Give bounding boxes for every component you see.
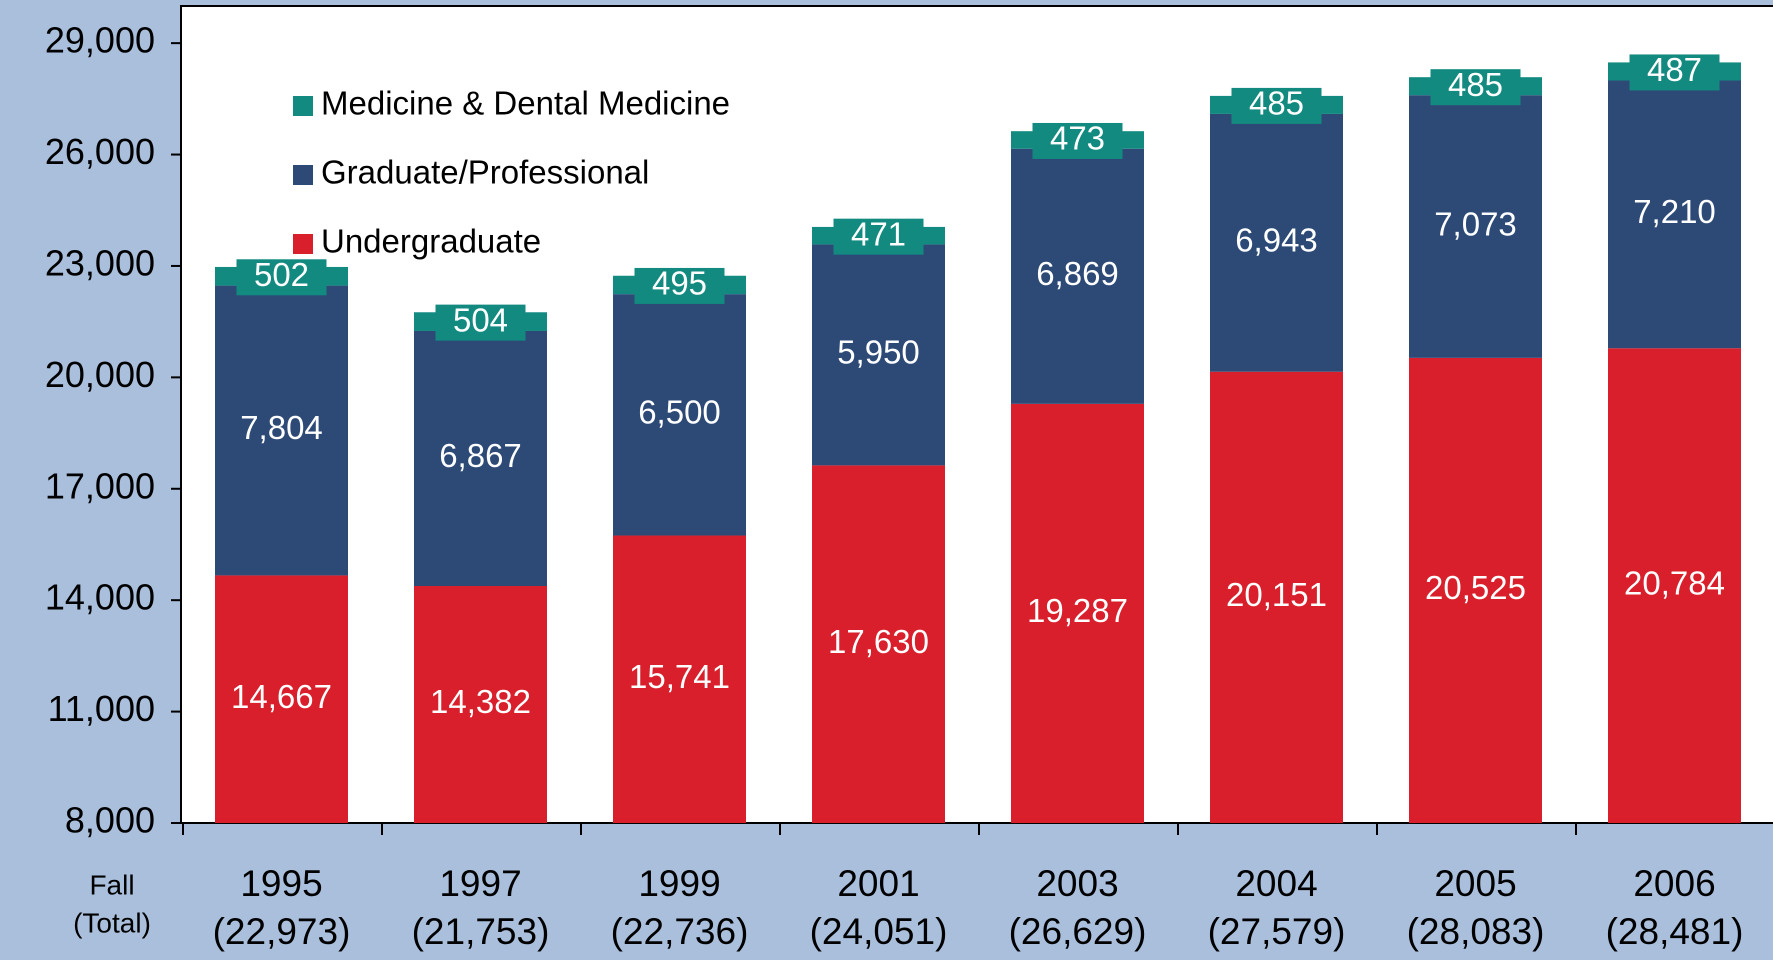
- legend-label: Graduate/Professional: [321, 154, 649, 191]
- value-label-box: [1629, 54, 1720, 91]
- value-label: 17,630: [828, 623, 929, 660]
- bar-segment: [215, 575, 348, 823]
- x-tick-label: (24,051): [810, 911, 948, 952]
- bar-segment: [613, 294, 746, 536]
- value-label: 20,151: [1226, 576, 1327, 613]
- value-label: 6,869: [1036, 255, 1119, 292]
- value-label: 7,210: [1633, 193, 1716, 230]
- bar-segment: [1210, 371, 1343, 823]
- y-tick-label: 20,000: [45, 354, 155, 395]
- value-label-box: [435, 304, 526, 341]
- bar-segment: [812, 465, 945, 823]
- value-label-box: [634, 267, 725, 304]
- x-tick-label: 2005: [1434, 863, 1516, 904]
- y-tick-label: 17,000: [45, 465, 155, 506]
- value-label: 495: [652, 265, 707, 302]
- x-tick-label: (28,083): [1407, 911, 1545, 952]
- x-axis-label: (Total): [73, 907, 151, 938]
- y-tick-label: 29,000: [45, 20, 155, 61]
- x-tick-label: (22,736): [611, 911, 749, 952]
- y-tick-label: 23,000: [45, 242, 155, 283]
- bar-segment: [1608, 348, 1741, 823]
- value-label: 487: [1647, 51, 1702, 88]
- legend-swatch: [293, 165, 313, 185]
- value-label: 6,867: [439, 437, 522, 474]
- bar-segment: [1409, 95, 1542, 358]
- x-tick-label: 1995: [240, 863, 322, 904]
- value-label: 6,943: [1235, 222, 1318, 259]
- legend-swatch: [293, 96, 313, 116]
- bar-segment: [414, 330, 547, 586]
- x-tick-label: (21,753): [412, 911, 550, 952]
- value-label: 15,741: [629, 658, 730, 695]
- x-tick-label: (27,579): [1208, 911, 1346, 952]
- value-label: 5,950: [837, 334, 920, 371]
- x-axis-label: Fall: [89, 869, 134, 900]
- value-label: 485: [1448, 66, 1503, 103]
- bar-segment: [812, 244, 945, 466]
- value-label: 6,500: [638, 394, 721, 431]
- bar-segment: [1011, 148, 1144, 404]
- x-tick-label: 1999: [638, 863, 720, 904]
- legend-label: Medicine & Dental Medicine: [321, 85, 730, 122]
- value-label-box: [236, 259, 327, 296]
- value-label: 7,073: [1434, 205, 1517, 242]
- legend-swatch: [293, 234, 313, 254]
- value-label: 14,382: [430, 683, 531, 720]
- bar-segment: [1011, 403, 1144, 823]
- value-label-box: [1032, 122, 1123, 159]
- value-label: 502: [254, 256, 309, 293]
- value-label: 20,525: [1425, 569, 1526, 606]
- value-label: 473: [1050, 120, 1105, 157]
- bar-segment: [1210, 113, 1343, 372]
- x-tick-label: 1997: [439, 863, 521, 904]
- value-label: 19,287: [1027, 592, 1128, 629]
- bar-segment: [1608, 80, 1741, 349]
- bar-segment: [414, 585, 547, 823]
- x-tick-label: 2003: [1036, 863, 1118, 904]
- x-tick-label: 2001: [837, 863, 919, 904]
- x-tick-label: 2006: [1633, 863, 1715, 904]
- x-tick-label: 2004: [1235, 863, 1317, 904]
- x-tick-label: (26,629): [1009, 911, 1147, 952]
- legend-label: Undergraduate: [321, 223, 541, 260]
- y-tick-label: 14,000: [45, 577, 155, 618]
- bar-segment: [613, 535, 746, 823]
- value-label: 14,667: [231, 678, 332, 715]
- y-tick-label: 11,000: [48, 688, 155, 729]
- bar-segment: [215, 285, 348, 576]
- value-label-box: [1430, 69, 1521, 106]
- value-label: 471: [851, 215, 906, 252]
- bar-segment: [1409, 357, 1542, 823]
- value-label-box: [1231, 87, 1322, 124]
- value-label: 485: [1249, 85, 1304, 122]
- value-label: 7,804: [240, 409, 323, 446]
- value-label: 504: [453, 301, 508, 338]
- y-tick-label: 8,000: [65, 800, 155, 841]
- y-tick-label: 26,000: [45, 131, 155, 172]
- x-tick-label: (28,481): [1606, 911, 1744, 952]
- x-tick-label: (22,973): [213, 911, 351, 952]
- value-label-box: [833, 218, 924, 255]
- value-label: 20,784: [1624, 564, 1725, 601]
